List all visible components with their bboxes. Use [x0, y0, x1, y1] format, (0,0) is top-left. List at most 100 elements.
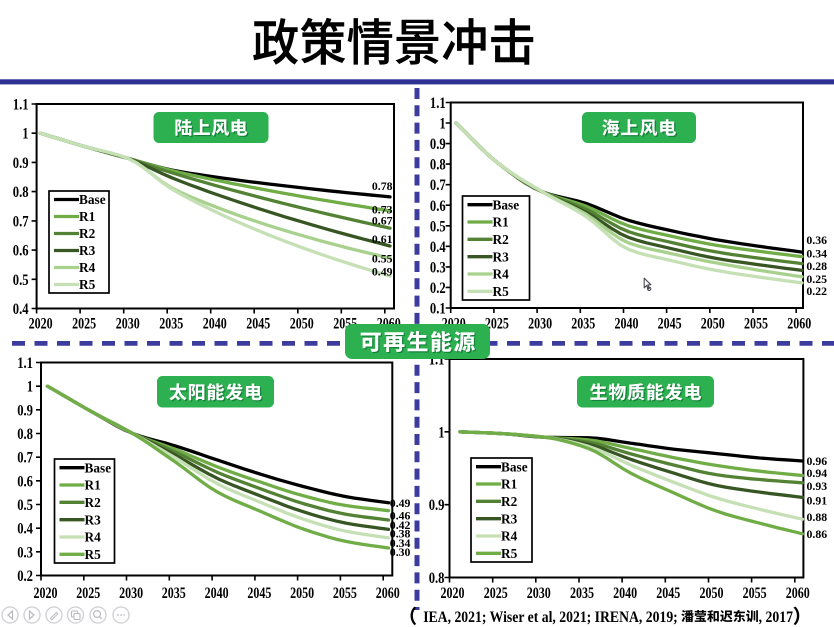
svg-text:0.4: 0.4 — [17, 521, 33, 538]
svg-text:R5: R5 — [493, 284, 510, 299]
svg-text:1: 1 — [22, 126, 28, 143]
svg-text:0.2: 0.2 — [17, 568, 33, 585]
svg-text:R2: R2 — [501, 494, 518, 509]
svg-text:2025: 2025 — [485, 316, 509, 333]
svg-text:2045: 2045 — [246, 316, 270, 333]
svg-text:0.67: 0.67 — [372, 214, 393, 228]
svg-text:Base: Base — [79, 192, 106, 207]
svg-text:R3: R3 — [79, 243, 96, 258]
svg-text:2040: 2040 — [205, 585, 229, 602]
svg-text:1: 1 — [27, 379, 33, 396]
svg-text:2040: 2040 — [615, 316, 639, 333]
svg-text:2030: 2030 — [119, 585, 143, 602]
svg-text:0.6: 0.6 — [13, 243, 29, 260]
svg-text:R1: R1 — [85, 478, 101, 493]
svg-text:R2: R2 — [493, 232, 510, 247]
svg-text:2055: 2055 — [743, 585, 767, 602]
svg-text:2020: 2020 — [34, 585, 58, 602]
svg-text:1.1: 1.1 — [17, 355, 33, 372]
svg-text:0.7: 0.7 — [13, 213, 29, 230]
svg-text:0.8: 0.8 — [13, 184, 29, 201]
svg-text:1.1: 1.1 — [13, 97, 29, 114]
svg-text:0.9: 0.9 — [13, 155, 29, 172]
svg-text:2045: 2045 — [656, 585, 680, 602]
svg-text:0.6: 0.6 — [430, 198, 446, 215]
svg-text:0.34: 0.34 — [806, 247, 827, 261]
svg-text:1: 1 — [438, 424, 444, 441]
svg-text:0.49: 0.49 — [390, 496, 411, 510]
svg-text:R1: R1 — [79, 209, 95, 224]
svg-text:R1: R1 — [501, 477, 517, 492]
svg-text:2050: 2050 — [290, 316, 314, 333]
svg-text:0.88: 0.88 — [807, 510, 828, 524]
svg-text:0.91: 0.91 — [807, 494, 828, 508]
svg-text:R4: R4 — [501, 529, 518, 544]
svg-text:0.30: 0.30 — [390, 545, 411, 559]
svg-text:0.93: 0.93 — [807, 479, 828, 493]
svg-text:0.8: 0.8 — [17, 426, 33, 443]
svg-text:0.86: 0.86 — [807, 527, 828, 541]
svg-text:2030: 2030 — [528, 316, 552, 333]
svg-text:0.8: 0.8 — [429, 570, 445, 587]
svg-text:0.7: 0.7 — [430, 177, 446, 194]
svg-text:0.5: 0.5 — [13, 272, 29, 289]
svg-text:2060: 2060 — [786, 585, 810, 602]
svg-text:0.9: 0.9 — [17, 402, 33, 419]
svg-text:0.25: 0.25 — [806, 272, 827, 286]
svg-text:0.38: 0.38 — [390, 527, 411, 541]
svg-text:R5: R5 — [85, 547, 102, 562]
svg-text:0.6: 0.6 — [17, 473, 33, 490]
svg-text:0.3: 0.3 — [430, 259, 446, 276]
svg-text:R4: R4 — [85, 530, 102, 545]
svg-text:2035: 2035 — [570, 585, 594, 602]
svg-text:0.4: 0.4 — [13, 301, 29, 318]
svg-text:R3: R3 — [85, 512, 102, 527]
svg-text:2020: 2020 — [441, 585, 465, 602]
svg-text:0.49: 0.49 — [372, 265, 393, 279]
svg-text:R4: R4 — [79, 260, 96, 275]
svg-text:2040: 2040 — [613, 585, 637, 602]
svg-text:2035: 2035 — [162, 585, 186, 602]
svg-text:R4: R4 — [493, 267, 510, 282]
svg-text:0.73: 0.73 — [372, 202, 393, 216]
svg-text:0.2: 0.2 — [430, 280, 446, 297]
svg-text:R5: R5 — [501, 546, 518, 561]
svg-text:R2: R2 — [79, 226, 96, 241]
svg-text:0.94: 0.94 — [807, 466, 828, 480]
svg-text:2060: 2060 — [787, 316, 811, 333]
svg-text:2020: 2020 — [29, 316, 53, 333]
svg-text:2035: 2035 — [571, 316, 595, 333]
svg-text:R3: R3 — [501, 511, 518, 526]
svg-text:0.9: 0.9 — [430, 136, 446, 153]
svg-text:0.28: 0.28 — [806, 259, 827, 273]
svg-text:0.7: 0.7 — [17, 450, 33, 467]
svg-text:0.8: 0.8 — [430, 157, 446, 174]
svg-text:2055: 2055 — [333, 585, 357, 602]
svg-text:0.61: 0.61 — [372, 232, 393, 246]
svg-text:2025: 2025 — [76, 585, 100, 602]
svg-text:0.42: 0.42 — [390, 518, 411, 532]
svg-text:2035: 2035 — [159, 316, 183, 333]
svg-text:2040: 2040 — [203, 316, 227, 333]
svg-text:R5: R5 — [79, 277, 96, 292]
svg-text:Base: Base — [493, 197, 520, 212]
svg-text:0.78: 0.78 — [372, 179, 393, 193]
svg-text:2030: 2030 — [527, 585, 551, 602]
svg-text:2030: 2030 — [116, 316, 140, 333]
svg-text:0.36: 0.36 — [806, 233, 827, 247]
svg-text:2060: 2060 — [376, 585, 400, 602]
svg-text:0.5: 0.5 — [430, 218, 446, 235]
svg-text:0.4: 0.4 — [430, 239, 446, 256]
svg-text:2050: 2050 — [290, 585, 314, 602]
svg-text:2025: 2025 — [72, 316, 96, 333]
svg-text:0.55: 0.55 — [372, 252, 393, 266]
svg-text:2025: 2025 — [484, 585, 508, 602]
svg-text:0.96: 0.96 — [807, 454, 828, 468]
svg-text:Base: Base — [501, 459, 528, 474]
svg-text:0.22: 0.22 — [806, 284, 827, 298]
svg-text:0.9: 0.9 — [429, 497, 445, 514]
svg-text:IEA, 2021; Wiser et al, 2021;: IEA, 2021; Wiser et al, 2021; IRENA, 201… — [423, 609, 681, 626]
svg-text:R1: R1 — [493, 215, 509, 230]
svg-text:0.5: 0.5 — [17, 497, 33, 514]
svg-text:0.46: 0.46 — [390, 508, 411, 522]
